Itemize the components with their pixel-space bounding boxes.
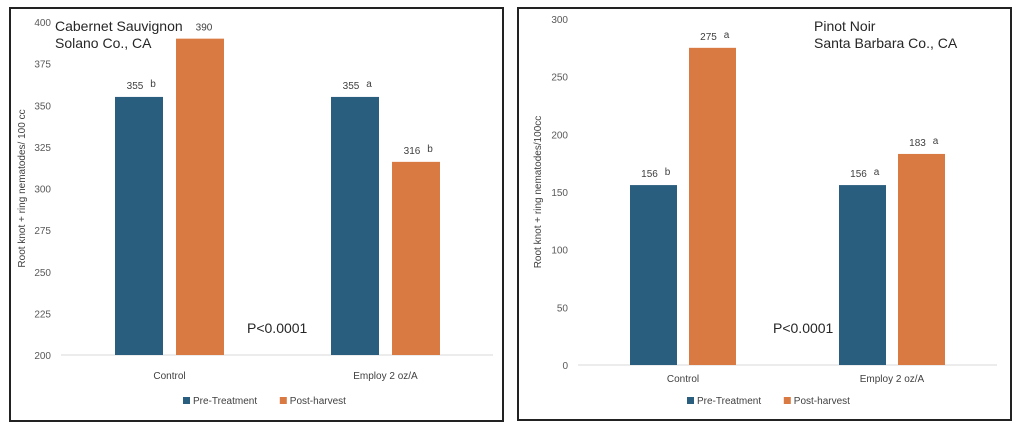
y-tick-label: 300 [551,15,568,26]
significance-letter: a [874,167,880,178]
legend-label: Post-harvest [794,396,850,407]
data-label: 355 [127,81,144,92]
y-tick-label: 300 [34,185,51,196]
category-label: Control [667,374,699,385]
y-tick-label: 100 [551,246,568,257]
bar-pre-treatment-0 [115,96,163,356]
category-label: Control [153,371,185,382]
y-tick-label: 350 [34,101,51,112]
data-label: 316 [404,146,421,157]
p-value-annotation: P<0.0001 [773,320,834,336]
legend-swatch [783,397,791,404]
significance-letter: b [150,79,156,90]
p-value-annotation: P<0.0001 [247,320,308,336]
significance-letter: a [724,30,730,41]
data-label: 275 [700,32,717,43]
chart-panel-cabernet: 200 225 250 275 300 325 350 375 400 Root knot + r… [9,7,504,422]
y-tick-label: 0 [562,361,568,372]
data-label: 183 [909,138,926,149]
y-tick-label: 150 [551,188,568,199]
bar-pre-treatment-0 [630,185,677,365]
bar-post-harvest-0 [176,38,224,356]
significance-letter: a [366,79,372,90]
y-tick-label: 200 [551,130,568,141]
legend-label: Pre-Treatment [193,396,257,407]
significance-letter: b [665,167,671,178]
data-label: 156 [850,169,867,180]
y-tick-label: 375 [34,60,51,71]
bar-chart-cabernet: 200 225 250 275 300 325 350 375 400 Root knot + r… [17,18,493,407]
chart-title-line: Pinot Noir [814,18,876,34]
legend-label: Post-harvest [290,396,346,407]
legend-swatch [183,397,190,404]
bar-post-harvest-1 [898,153,945,365]
y-tick-label: 250 [551,73,568,84]
category-label: Employ 2 oz/A [353,371,418,382]
chart-title-line: Cabernet Sauvignon [55,18,183,34]
y-tick-label: 250 [34,268,51,279]
y-tick-label: 200 [34,351,51,362]
legend-label: Pre-Treatment [697,396,761,407]
y-tick-label: 400 [34,18,51,29]
data-label: 390 [196,23,213,34]
bar-chart-pinot: 0 50 100 150 200 250 300 Root knot + ring nemat… [533,15,997,407]
chart-title-line: Santa Barbara Co., CA [814,35,958,51]
bar-post-harvest-1 [392,161,440,355]
data-label: 355 [343,81,360,92]
y-tick-label: 225 [34,309,51,320]
legend-swatch [687,397,694,404]
bar-post-harvest-0 [689,47,736,365]
category-label: Employ 2 oz/A [860,374,925,385]
data-label: 156 [641,169,658,180]
y-tick-label: 325 [34,143,51,154]
y-tick-label: 50 [557,303,569,314]
bar-pre-treatment-1 [331,96,379,356]
significance-letter: a [933,136,939,147]
bar-pre-treatment-1 [839,185,886,365]
y-axis-label: Root knot + ring nematodes/ 100 cc [17,109,28,267]
chart-title-line: Solano Co., CA [55,35,152,51]
y-axis-label: Root knot + ring nematodes/100cc [533,116,544,269]
chart-panel-pinot: 0 50 100 150 200 250 300 Root knot + ring nemat… [517,7,1012,421]
legend-swatch [279,397,287,404]
y-tick-label: 275 [34,226,51,237]
significance-letter: b [427,144,433,155]
